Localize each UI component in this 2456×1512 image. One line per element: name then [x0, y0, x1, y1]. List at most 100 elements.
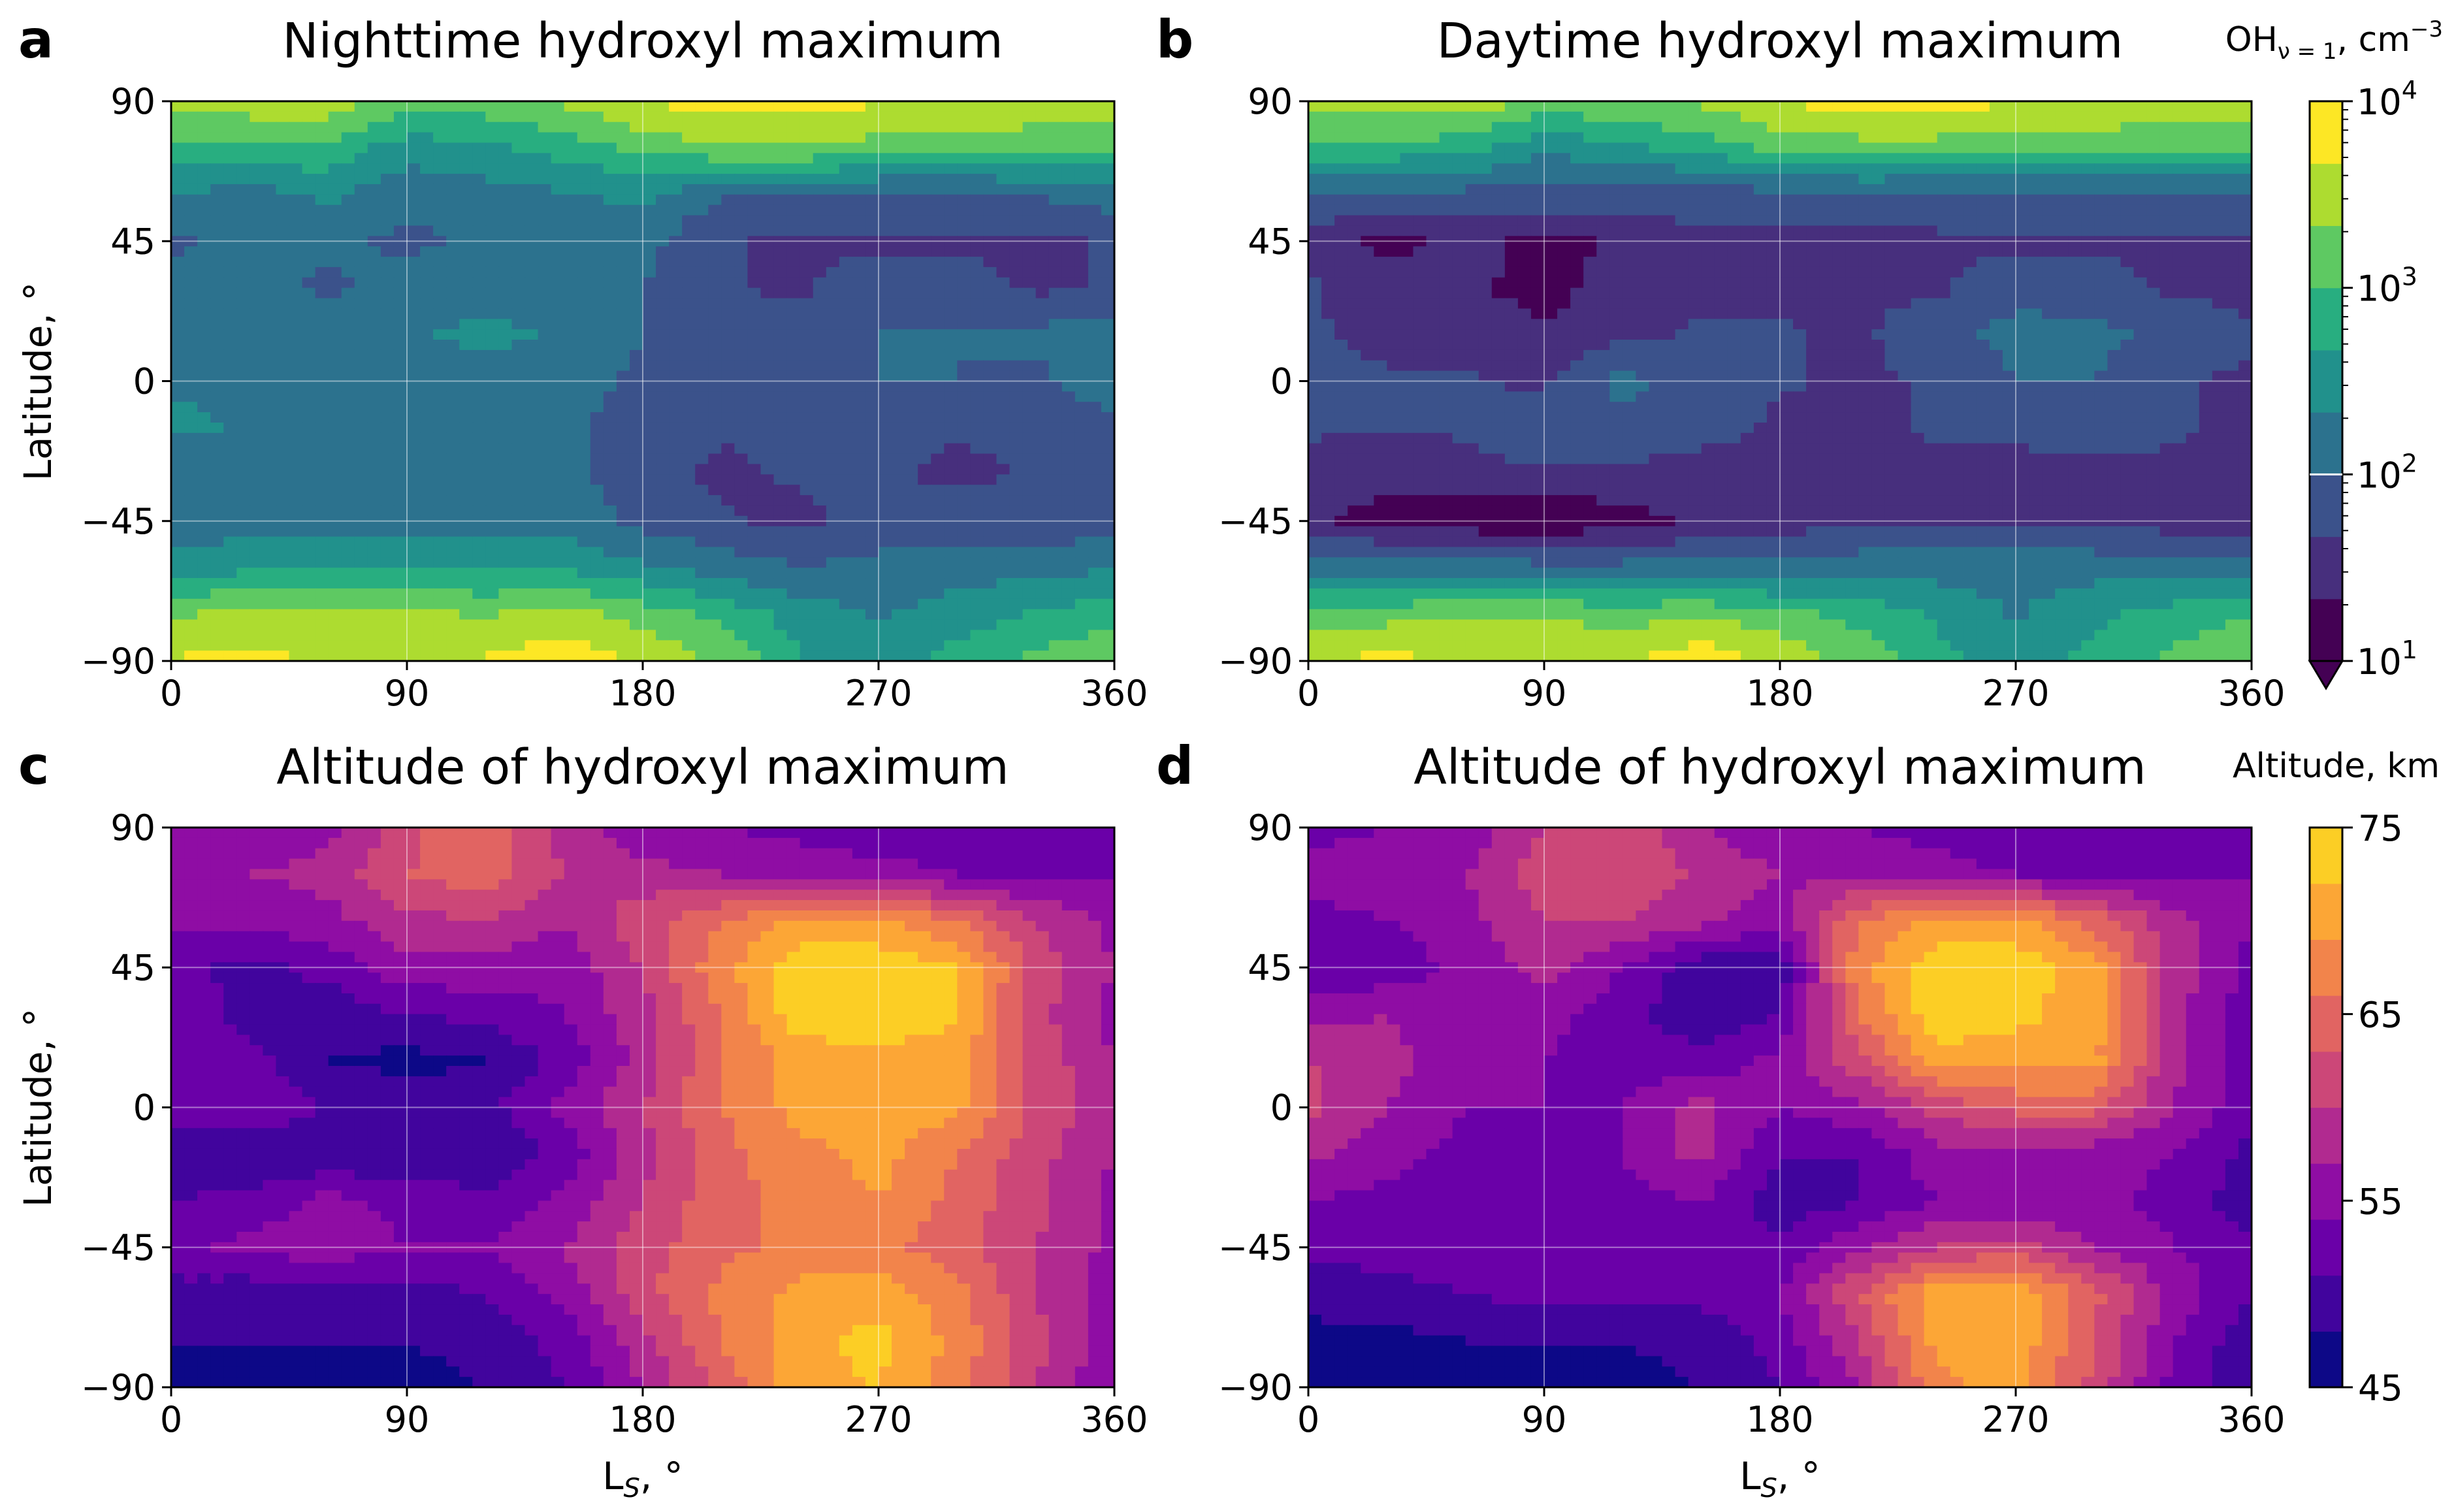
- panel-b-cell: [1400, 225, 1414, 237]
- panel-a-cell: [197, 609, 211, 620]
- panel-b-cell: [1753, 236, 1768, 247]
- panel-a-cell: [1009, 236, 1024, 247]
- panel-b-cell: [1478, 204, 1493, 216]
- panel-a-cell: [380, 515, 395, 527]
- panel-a-cell: [263, 194, 277, 206]
- panel-b-cell: [1334, 142, 1348, 154]
- panel-a-cell: [538, 163, 552, 174]
- panel-a-cell: [328, 651, 342, 661]
- panel-a-cell: [918, 142, 932, 154]
- panel-b-cell: [2042, 204, 2056, 216]
- panel-a-cell: [420, 515, 434, 527]
- panel-a-cell: [564, 194, 578, 206]
- panel-b-cell: [1649, 225, 1663, 237]
- panel-a-cell: [931, 402, 945, 413]
- panel-b-cell: [1871, 111, 1886, 123]
- panel-a-cell: [826, 526, 840, 538]
- panel-a-cell: [944, 236, 958, 247]
- panel-b-cell: [1937, 215, 1951, 227]
- panel-a-cell: [839, 319, 853, 330]
- panel-a-cell: [472, 257, 487, 268]
- panel-a-cell: [1101, 153, 1114, 165]
- panel-a-cell: [446, 111, 460, 123]
- panel-b-cell: [1871, 101, 1886, 112]
- panel-a-cell: [433, 557, 447, 568]
- panel-a-cell: [171, 568, 185, 579]
- panel-a-cell: [315, 340, 329, 351]
- panel-a-cell: [525, 132, 539, 144]
- panel-a-cell: [760, 111, 775, 123]
- panel-a-cell: [918, 422, 932, 434]
- panel-a-cell: [734, 298, 749, 310]
- panel-a-cell: [892, 578, 905, 589]
- panel-a-cell: [905, 308, 918, 320]
- panel-b-cell: [1636, 236, 1650, 247]
- panel-a-cell: [472, 101, 487, 112]
- panel-a-cell: [1088, 174, 1102, 185]
- panel-b-cell: [1623, 204, 1637, 216]
- panel-a-cell: [367, 370, 381, 382]
- panel-a-cell: [970, 153, 984, 165]
- panel-a-cell: [603, 619, 617, 631]
- panel-a-cell: [879, 277, 892, 289]
- panel-a-cell: [577, 277, 591, 289]
- panel-a-cell: [918, 257, 932, 268]
- panel-b-cell: [1374, 163, 1388, 174]
- panel-a-cell: [446, 257, 460, 268]
- panel-a-cell: [289, 485, 303, 496]
- panel-a-cell: [643, 495, 656, 506]
- panel-a-cell: [525, 153, 539, 165]
- panel-b-cell: [1439, 132, 1453, 144]
- panel-a-cell: [879, 609, 892, 620]
- panel-a-cell: [852, 651, 866, 661]
- panel-a-cell: [1035, 319, 1050, 330]
- panel-b-cell: [1924, 236, 1938, 247]
- panel-a-cell: [341, 132, 355, 144]
- panel-b-cell: [2199, 204, 2213, 216]
- panel-a-cell: [289, 443, 303, 455]
- panel-a-cell: [643, 557, 656, 568]
- panel-a-cell: [944, 298, 958, 310]
- panel-a-cell: [970, 515, 984, 527]
- panel-a-cell: [800, 370, 814, 382]
- panel-b-cell: [1989, 174, 2003, 185]
- panel-b-cell: [1963, 153, 1977, 165]
- panel-a-cell: [446, 381, 460, 393]
- panel-a-cell: [341, 640, 355, 651]
- panel-a-cell: [944, 204, 958, 216]
- panel-a-cell: [1061, 329, 1076, 340]
- panel-a-cell: [682, 194, 696, 206]
- panel-b-cell: [2042, 215, 2056, 227]
- panel-a-cell: [367, 619, 381, 631]
- panel-a-cell: [407, 174, 421, 185]
- panel-b-cell: [2120, 111, 2135, 123]
- panel-a-cell: [1035, 640, 1050, 651]
- panel-a-cell: [210, 174, 225, 185]
- panel-a-cell: [420, 204, 434, 216]
- panel-a-cell: [682, 236, 696, 247]
- panel-a-cell: [420, 640, 434, 651]
- panel-a-cell: [629, 515, 643, 527]
- panel-a-cell: [420, 246, 434, 257]
- panel-a-cell: [538, 651, 552, 661]
- panel-b-cell: [1504, 225, 1519, 237]
- panel-a-cell: [1088, 505, 1102, 517]
- panel-a-cell: [616, 257, 630, 268]
- panel-a-cell: [525, 557, 539, 568]
- panel-a-cell: [328, 578, 342, 589]
- panel-a-cell: [918, 578, 932, 589]
- panel-a-cell: [197, 225, 211, 237]
- panel-a-cell: [197, 619, 211, 631]
- panel-b-cell: [1557, 236, 1571, 247]
- panel-a-cell: [223, 547, 238, 558]
- panel-a-cell: [931, 257, 945, 268]
- panel-a-cell: [813, 329, 827, 340]
- panel-a-cell: [485, 246, 500, 257]
- panel-a-cell: [839, 329, 853, 340]
- panel-a-cell: [407, 298, 421, 310]
- panel-a-cell: [564, 526, 578, 538]
- panel-a-ytick-label: 0: [133, 361, 155, 402]
- panel-a-cell: [1101, 277, 1114, 289]
- panel-a-cell: [786, 443, 801, 455]
- panel-b-cell: [2055, 225, 2069, 237]
